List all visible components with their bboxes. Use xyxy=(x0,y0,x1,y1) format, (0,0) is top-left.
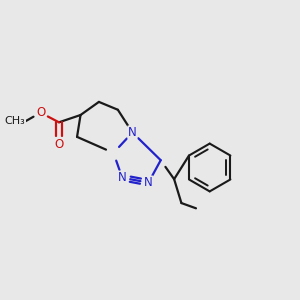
Text: N: N xyxy=(144,176,153,189)
Text: N: N xyxy=(118,171,127,184)
Text: O: O xyxy=(54,138,64,151)
Text: O: O xyxy=(36,106,45,119)
Text: N: N xyxy=(128,126,137,139)
Text: CH₃: CH₃ xyxy=(4,116,25,126)
